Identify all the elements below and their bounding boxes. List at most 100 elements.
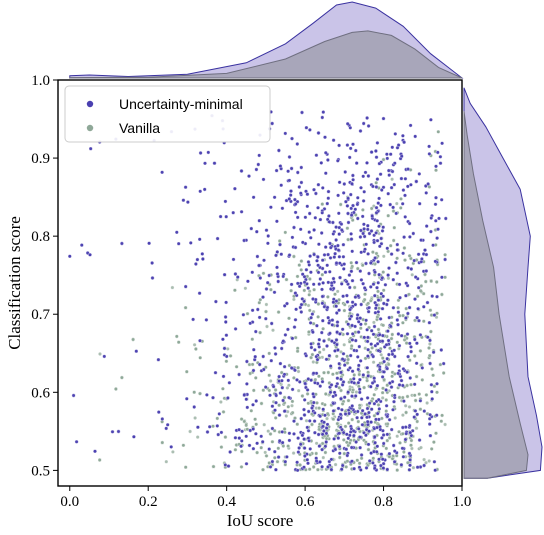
- point-uncertainty-minimal: [403, 425, 408, 429]
- point-vanilla: [395, 468, 400, 472]
- point-uncertainty-minimal: [233, 327, 238, 331]
- point-uncertainty-minimal: [254, 399, 259, 403]
- point-vanilla: [322, 370, 326, 375]
- point-vanilla: [424, 460, 428, 465]
- point-vanilla: [360, 263, 365, 268]
- point-uncertainty-minimal: [365, 227, 370, 232]
- point-uncertainty-minimal: [368, 285, 373, 289]
- point-uncertainty-minimal: [160, 417, 165, 421]
- point-uncertainty-minimal: [318, 384, 323, 388]
- point-vanilla: [305, 392, 310, 396]
- point-uncertainty-minimal: [331, 286, 336, 291]
- point-uncertainty-minimal: [305, 425, 310, 430]
- point-uncertainty-minimal: [254, 431, 258, 436]
- point-vanilla: [276, 310, 281, 314]
- point-uncertainty-minimal: [403, 176, 408, 181]
- point-uncertainty-minimal: [340, 407, 344, 412]
- point-uncertainty-minimal: [396, 310, 401, 315]
- point-uncertainty-minimal: [273, 408, 277, 413]
- point-uncertainty-minimal: [268, 465, 273, 469]
- point-vanilla: [374, 251, 379, 256]
- point-uncertainty-minimal: [435, 236, 439, 240]
- point-uncertainty-minimal: [298, 442, 303, 447]
- point-uncertainty-minimal: [325, 263, 330, 268]
- point-uncertainty-minimal: [424, 224, 429, 228]
- point-uncertainty-minimal: [281, 274, 286, 279]
- point-vanilla: [292, 297, 296, 302]
- point-vanilla: [374, 180, 379, 185]
- point-vanilla: [400, 431, 405, 436]
- point-uncertainty-minimal: [440, 141, 444, 146]
- point-uncertainty-minimal: [271, 384, 276, 389]
- point-uncertainty-minimal: [380, 457, 385, 462]
- point-uncertainty-minimal: [367, 429, 371, 434]
- point-uncertainty-minimal: [366, 252, 370, 256]
- point-uncertainty-minimal: [340, 357, 345, 361]
- point-uncertainty-minimal: [277, 374, 281, 379]
- point-vanilla: [295, 274, 300, 279]
- point-uncertainty-minimal: [387, 451, 392, 456]
- point-vanilla: [286, 444, 290, 448]
- point-uncertainty-minimal: [344, 279, 349, 284]
- point-vanilla: [251, 388, 256, 393]
- point-uncertainty-minimal: [223, 199, 228, 204]
- point-uncertainty-minimal: [392, 161, 397, 166]
- point-uncertainty-minimal: [342, 182, 347, 186]
- point-vanilla: [264, 302, 269, 307]
- point-uncertainty-minimal: [235, 275, 240, 279]
- point-uncertainty-minimal: [205, 393, 209, 397]
- point-vanilla: [429, 279, 434, 284]
- point-uncertainty-minimal: [391, 407, 395, 412]
- point-uncertainty-minimal: [266, 241, 270, 246]
- point-vanilla: [221, 410, 226, 414]
- point-uncertainty-minimal: [374, 303, 379, 307]
- point-vanilla: [376, 403, 381, 407]
- point-uncertainty-minimal: [224, 300, 228, 305]
- point-uncertainty-minimal: [435, 294, 439, 299]
- point-uncertainty-minimal: [401, 454, 406, 459]
- point-uncertainty-minimal: [223, 463, 228, 467]
- point-uncertainty-minimal: [375, 218, 380, 223]
- right-marginal-kde: [463, 87, 543, 479]
- point-uncertainty-minimal: [355, 313, 360, 317]
- point-vanilla: [407, 292, 411, 297]
- point-vanilla: [306, 303, 311, 308]
- point-uncertainty-minimal: [247, 174, 251, 178]
- point-uncertainty-minimal: [433, 202, 438, 207]
- point-uncertainty-minimal: [302, 407, 306, 412]
- point-vanilla: [421, 291, 426, 296]
- point-uncertainty-minimal: [355, 415, 359, 420]
- point-uncertainty-minimal: [337, 254, 342, 259]
- point-vanilla: [395, 340, 400, 345]
- point-uncertainty-minimal: [337, 366, 342, 370]
- point-uncertainty-minimal: [341, 242, 346, 247]
- point-uncertainty-minimal: [381, 116, 386, 121]
- point-uncertainty-minimal: [313, 215, 318, 220]
- point-uncertainty-minimal: [374, 185, 379, 189]
- point-vanilla: [357, 403, 362, 408]
- point-uncertainty-minimal: [273, 346, 277, 350]
- point-uncertainty-minimal: [408, 463, 412, 468]
- point-uncertainty-minimal: [207, 424, 212, 429]
- point-vanilla: [264, 454, 269, 458]
- point-uncertainty-minimal: [279, 183, 284, 188]
- point-uncertainty-minimal: [334, 238, 338, 242]
- point-uncertainty-minimal: [409, 349, 413, 354]
- point-uncertainty-minimal: [255, 254, 260, 259]
- point-uncertainty-minimal: [420, 366, 425, 370]
- point-vanilla: [363, 292, 367, 297]
- point-vanilla: [430, 367, 434, 371]
- point-uncertainty-minimal: [205, 430, 210, 434]
- point-vanilla: [345, 354, 350, 359]
- point-vanilla: [381, 288, 386, 293]
- point-uncertainty-minimal: [359, 397, 364, 401]
- point-vanilla: [263, 450, 268, 455]
- point-uncertainty-minimal: [374, 231, 378, 235]
- point-uncertainty-minimal: [329, 457, 334, 462]
- point-vanilla: [441, 371, 446, 375]
- point-vanilla: [223, 435, 228, 439]
- point-uncertainty-minimal: [434, 164, 438, 169]
- point-vanilla: [352, 373, 357, 377]
- point-uncertainty-minimal: [431, 350, 436, 355]
- point-vanilla: [234, 364, 239, 369]
